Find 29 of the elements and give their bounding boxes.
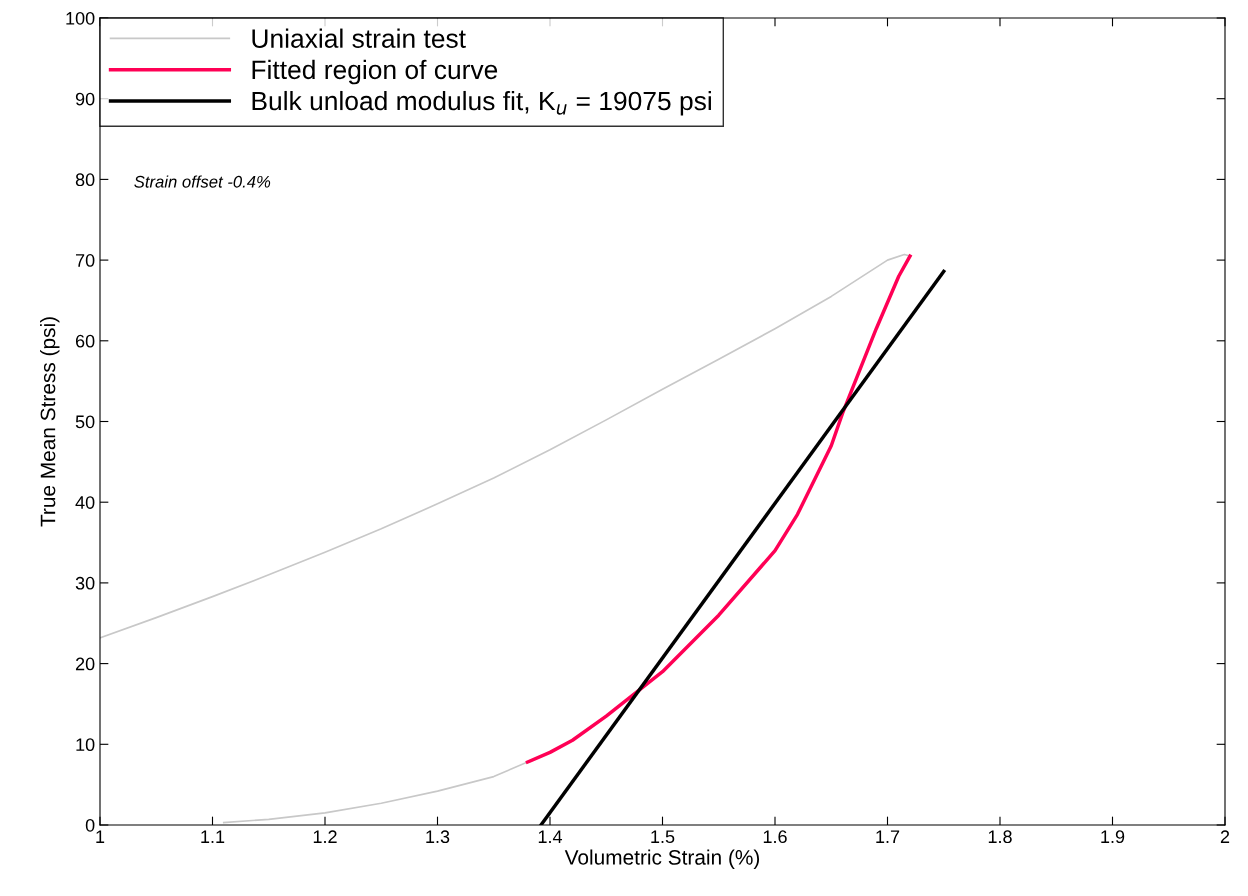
x-tick-label: 1.4	[538, 830, 563, 843]
y-tick-label: 90	[75, 92, 95, 106]
legend-label: Uniaxial strain test	[252, 28, 466, 48]
legend-label: Fitted region of curve	[252, 59, 498, 85]
x-tick-label: 1.3	[426, 830, 450, 844]
x-tick-label: 1	[96, 830, 105, 843]
x-tick-label: 1.5	[651, 830, 675, 844]
y-tick-label: 60	[75, 334, 95, 348]
line-series	[525, 254, 912, 764]
y-tick-label: 70	[75, 254, 95, 267]
y-tick-label: 40	[75, 496, 95, 509]
x-tick-label: 1.2	[313, 830, 337, 843]
y-tick-label: 0	[85, 818, 95, 832]
x-tick-label: 2	[1220, 830, 1230, 843]
x-axis-title: Volumetric Strain (%)	[564, 849, 760, 869]
y-tick-label: 10	[76, 738, 95, 752]
y-tick-label: 80	[75, 173, 95, 187]
x-tick-label: 1.8	[988, 830, 1012, 844]
x-tick-label: 1.7	[876, 830, 900, 843]
legend-label: Bulk unload modulus fit, K$_{u}$ = 19075 psi	[252, 90, 711, 116]
annotation: Strain offset -0.4%	[134, 175, 271, 188]
y-tick-label: 50	[75, 415, 95, 429]
x-tick-label: 1.9	[1101, 830, 1125, 844]
x-tick-label: 1.1	[201, 830, 225, 843]
y-tick-label: 20	[75, 657, 95, 671]
y-axis-title: True Mean Stress (psi)	[40, 317, 60, 527]
y-tick-label: 30	[75, 576, 95, 590]
y-tick-label: 100	[66, 11, 95, 25]
x-tick-label: 1.6	[763, 830, 787, 844]
